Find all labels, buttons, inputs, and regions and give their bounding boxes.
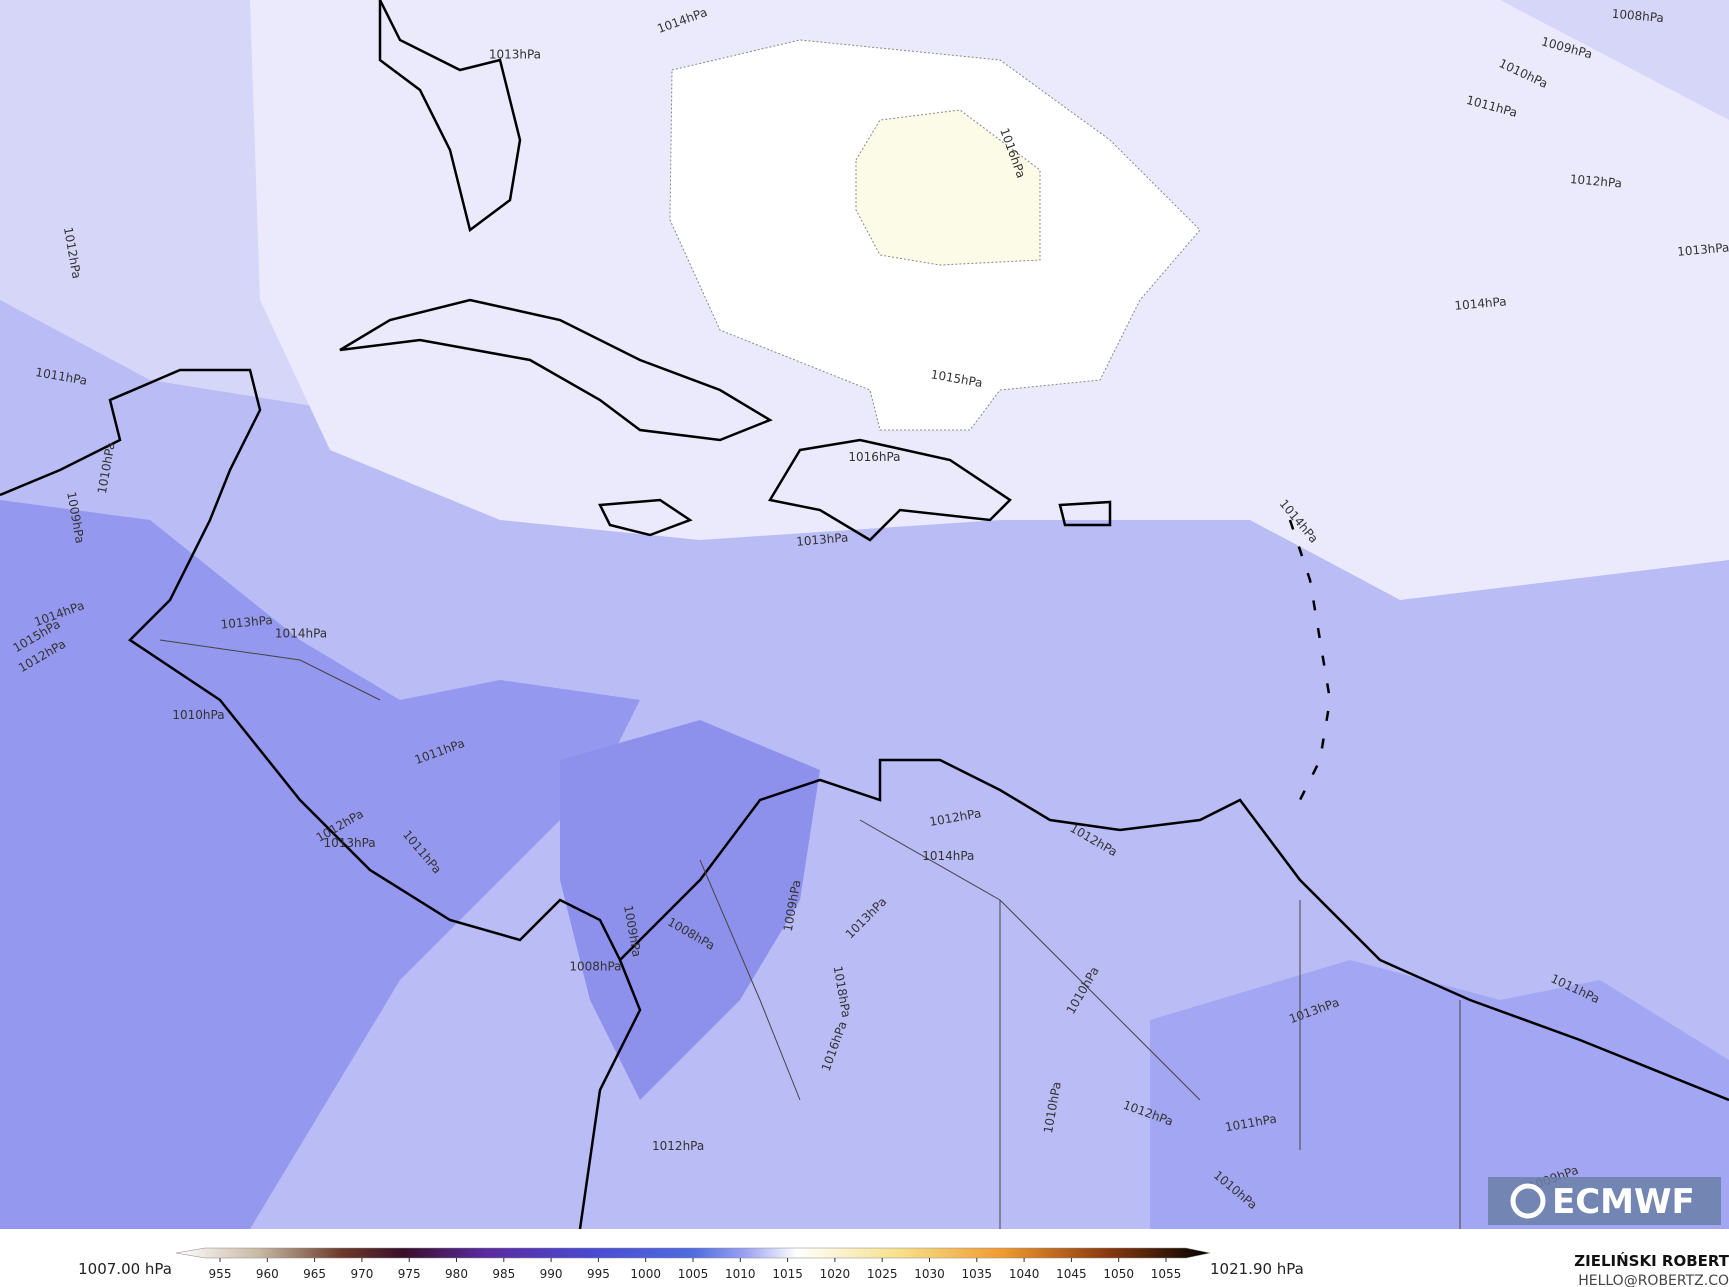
colorbar-tick-label: 985 <box>492 1267 515 1281</box>
colorbar-tick-label: 1020 <box>820 1267 851 1281</box>
colorbar-tick-label: 1005 <box>678 1267 709 1281</box>
credit-name: ZIELIŃSKI ROBERT <box>1574 1251 1729 1270</box>
logo-icon <box>1510 1183 1546 1219</box>
colorbar <box>175 1247 1211 1259</box>
colorbar-tick-label: 965 <box>303 1267 326 1281</box>
colorbar-tick-label: 1015 <box>772 1267 803 1281</box>
logo: ECMWF <box>1488 1177 1721 1225</box>
coastline <box>619 758 1729 1102</box>
colorbar-tick-label: 1035 <box>962 1267 993 1281</box>
credit-email: HELLO@ROBERTZ.CO <box>1578 1273 1729 1287</box>
colorbar-tick-label: 1000 <box>630 1267 661 1281</box>
contour-label: 1010hPa <box>172 708 224 722</box>
colorbar-min-label: 1007.00 hPa <box>78 1260 172 1278</box>
colorbar-tick-label: 960 <box>256 1267 279 1281</box>
colorbar-tick-label: 1050 <box>1103 1267 1134 1281</box>
coastline <box>1058 500 1112 527</box>
low-pressure-region <box>560 720 820 1100</box>
contour-label: 1013hPa <box>220 613 273 631</box>
contour-label: 1008hPa <box>1611 7 1664 25</box>
pressure-region <box>1150 960 1729 1229</box>
colorbar-ticks: 955 960 965 970 975 980 985 990 995 1000 1005 1010 1… <box>209 1258 1182 1281</box>
colorbar-tick-label: 1045 <box>1056 1267 1087 1281</box>
contour-label: 1013hPa <box>323 836 375 850</box>
map <box>0 0 1729 1230</box>
contour-label: 1012hPa <box>1569 172 1622 190</box>
colorbar-tick-label: 995 <box>587 1267 610 1281</box>
coastline <box>0 368 642 1230</box>
coastline <box>768 438 1012 542</box>
colorbar-tick-label: 980 <box>445 1267 468 1281</box>
contour-label: 1014hPa <box>275 626 327 640</box>
low-pressure-region <box>0 500 640 1229</box>
colorbar-tick-label: 1040 <box>1009 1267 1040 1281</box>
colorbar-tick-label: 955 <box>209 1267 232 1281</box>
colorbar-tick-label: 1025 <box>867 1267 898 1281</box>
colorbar-max-label: 1021.90 hPa <box>1210 1260 1304 1278</box>
contour-label: 1014hPa <box>922 849 974 863</box>
colorbar-tick-label: 1010 <box>725 1267 756 1281</box>
border <box>159 639 1461 1229</box>
logo-text: ECMWF <box>1552 1182 1695 1222</box>
colorbar-tick-label: 1030 <box>914 1267 945 1281</box>
contour-label: 1013hPa <box>796 530 849 548</box>
colorbar-tick-label: 975 <box>398 1267 421 1281</box>
contour-label: 1013hPa <box>1677 240 1729 258</box>
contour-label: 1012hPa <box>652 1139 704 1153</box>
contour-label: 1013hPa <box>489 47 541 61</box>
island-chain <box>1288 519 1332 801</box>
contour-label: 1014hPa <box>1454 294 1507 312</box>
coastline <box>339 298 773 442</box>
coastline <box>598 498 693 537</box>
contour-label: 1016hPa <box>848 450 900 464</box>
colorbar-tick-label: 1055 <box>1151 1267 1182 1281</box>
colorbar-tick-label: 990 <box>540 1267 563 1281</box>
colorbar-tick-label: 970 <box>350 1267 373 1281</box>
high-pressure-core <box>855 109 1041 266</box>
coastline <box>378 0 522 233</box>
contour-label: 1008hPa <box>569 959 621 973</box>
